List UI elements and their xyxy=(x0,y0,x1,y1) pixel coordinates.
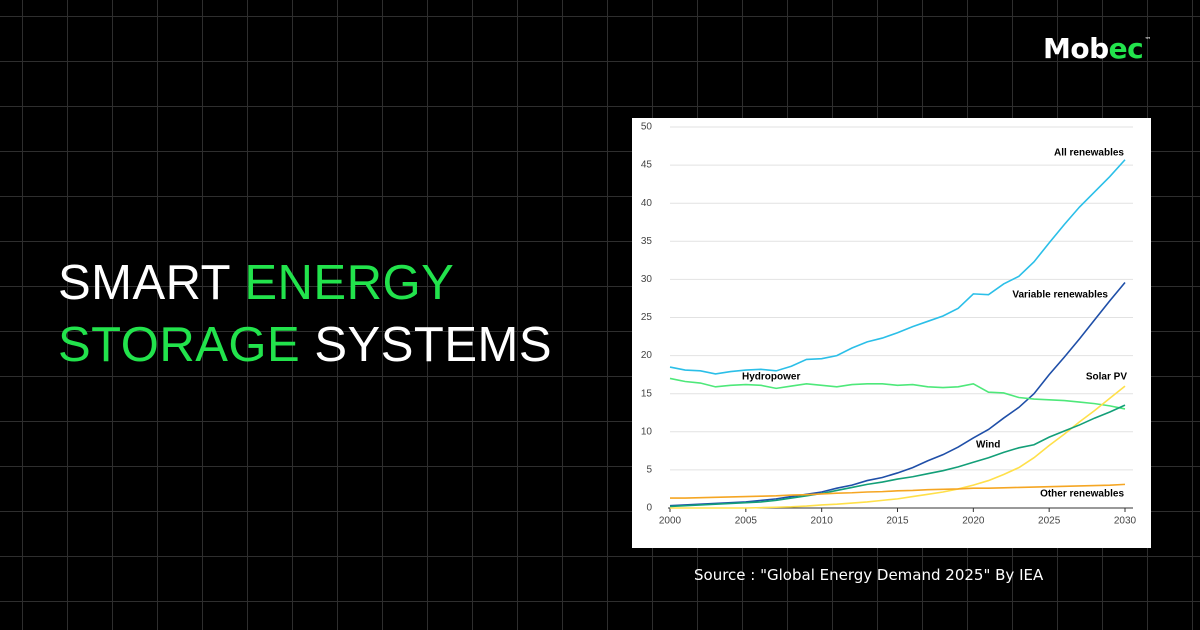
y-tick-label: 20 xyxy=(641,350,653,361)
series-label: All renewables xyxy=(1054,148,1124,159)
x-tick-label: 2000 xyxy=(659,516,682,527)
headline-word: STORAGE xyxy=(58,318,301,372)
headline-word: SYSTEMS xyxy=(314,318,553,372)
brand-name: Mob xyxy=(1043,32,1109,65)
y-tick-label: 35 xyxy=(641,236,653,247)
series-line xyxy=(669,159,1126,375)
headline-line: SMART ENERGY xyxy=(58,252,552,314)
y-tick-label: 40 xyxy=(641,198,653,209)
series-label: Other renewables xyxy=(1040,489,1124,500)
y-tick-label: 10 xyxy=(641,426,653,437)
series-label: Hydropower xyxy=(742,372,800,383)
brand-accent: ec xyxy=(1108,32,1144,65)
series-line xyxy=(670,483,1126,499)
x-tick-label: 2010 xyxy=(811,516,834,527)
headline-word: SMART xyxy=(58,256,231,310)
x-tick-label: 2015 xyxy=(886,516,909,527)
y-tick-label: 15 xyxy=(641,388,653,399)
headline-word: ENERGY xyxy=(244,256,455,310)
x-tick-label: 2020 xyxy=(962,516,985,527)
headline: SMART ENERGY STORAGE SYSTEMS xyxy=(58,252,552,376)
headline-line: STORAGE SYSTEMS xyxy=(58,314,552,376)
y-tick-label: 45 xyxy=(641,160,653,171)
y-tick-label: 50 xyxy=(641,122,653,133)
brand-logo: Mobec™ xyxy=(1043,32,1151,65)
y-tick-label: 30 xyxy=(641,274,653,285)
x-tick-label: 2030 xyxy=(1114,516,1137,527)
series-label: Solar PV xyxy=(1086,372,1127,383)
y-tick-label: 0 xyxy=(646,503,652,514)
x-tick-label: 2025 xyxy=(1038,516,1061,527)
y-tick-label: 5 xyxy=(646,465,652,476)
series-line xyxy=(669,404,1126,508)
series-line xyxy=(670,385,1126,509)
y-tick-label: 25 xyxy=(641,312,653,323)
trademark: ™ xyxy=(1144,36,1151,44)
source-note: Source : "Global Energy Demand 2025" By … xyxy=(694,566,1044,584)
series-line xyxy=(669,377,1126,410)
series-label: Wind xyxy=(976,440,1000,451)
x-tick-label: 2005 xyxy=(735,516,758,527)
series-label: Variable renewables xyxy=(1012,290,1108,301)
